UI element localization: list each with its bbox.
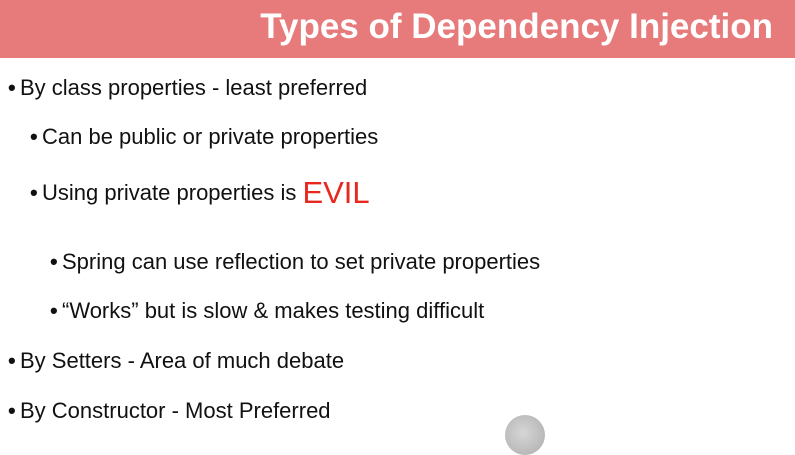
slide-body: • By class properties - least preferred •… — [0, 58, 795, 431]
bullet-reflection: • Spring can use reflection to set privat… — [50, 248, 540, 276]
bullet-text: By Constructor - Most Preferred — [20, 398, 331, 423]
bullet-class-properties: • By class properties - least preferred — [8, 74, 367, 102]
bullet-setters: • By Setters - Area of much debate — [8, 347, 344, 375]
title-bar: Types of Dependency Injection — [0, 0, 795, 58]
bullet-text: Can be public or private properties — [42, 124, 379, 149]
bullet-text: By Setters - Area of much debate — [20, 348, 345, 373]
bullet-constructor: • By Constructor - Most Preferred — [8, 397, 331, 425]
bullet-text: “Works” but is slow & makes testing diff… — [62, 298, 485, 323]
bullet-dot: • — [8, 348, 16, 373]
bullet-private-evil: • Using private properties is EVIL — [30, 177, 370, 208]
bullet-text: By class properties - least preferred — [20, 75, 368, 100]
bullet-dot: • — [8, 398, 16, 423]
evil-emphasis: EVIL — [302, 175, 370, 210]
bullet-public-private: • Can be public or private properties — [30, 123, 378, 151]
slide-title: Types of Dependency Injection — [260, 7, 773, 46]
bullet-text: Using private properties is — [42, 180, 303, 205]
bullet-text: Spring can use reflection to set private… — [62, 249, 541, 274]
bullet-dot: • — [8, 75, 16, 100]
bullet-dot: • — [30, 124, 38, 149]
bullet-dot: • — [30, 180, 38, 205]
bullet-dot: • — [50, 298, 58, 323]
decorative-blob — [505, 415, 545, 455]
bullet-works-slow: • “Works” but is slow & makes testing dif… — [50, 297, 484, 325]
bullet-dot: • — [50, 249, 58, 274]
